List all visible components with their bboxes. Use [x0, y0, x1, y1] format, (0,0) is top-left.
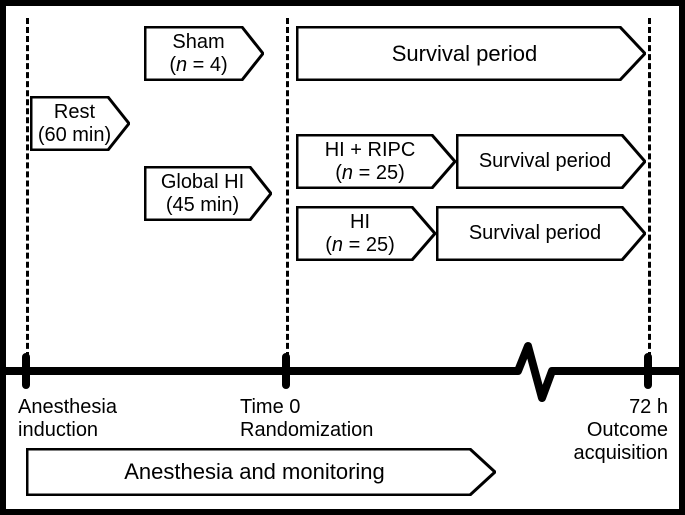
arrow-label-sur_mid: Survival period [479, 150, 623, 173]
label-outcome: 72 hOutcomeacquisition [568, 396, 668, 465]
arrow-sham: Sham(n = 4) [144, 26, 264, 81]
dashed-line-0 [26, 18, 29, 376]
arrow-anesth_mon: Anesthesia and monitoring [26, 448, 496, 496]
arrow-label-rest: Rest(60 min) [38, 101, 122, 147]
arrow-hi_ripc: HI + RIPC(n = 25) [296, 134, 456, 189]
arrow-label-sham: Sham(n = 4) [169, 31, 238, 77]
arrow-label-anesth_mon: Anesthesia and monitoring [124, 459, 398, 484]
arrow-label-sur_bot: Survival period [469, 222, 613, 245]
arrow-label-global_hi: Global HI(45 min) [161, 171, 255, 217]
arrow-global_hi: Global HI(45 min) [144, 166, 272, 221]
arrow-sur_bot: Survival period [436, 206, 646, 261]
arrow-label-hi: HI(n = 25) [325, 211, 407, 257]
arrow-label-survival_top: Survival period [392, 41, 551, 66]
arrow-sur_mid: Survival period [456, 134, 646, 189]
label-anesth_induct: Anesthesiainduction [18, 396, 117, 442]
label-time0: Time 0Randomization [240, 396, 373, 442]
arrow-hi: HI(n = 25) [296, 206, 436, 261]
arrow-survival_top: Survival period [296, 26, 646, 81]
dashed-line-1 [286, 18, 289, 376]
dashed-line-2 [648, 18, 651, 376]
arrow-rest: Rest(60 min) [30, 96, 130, 151]
arrow-label-hi_ripc: HI + RIPC(n = 25) [325, 139, 428, 185]
